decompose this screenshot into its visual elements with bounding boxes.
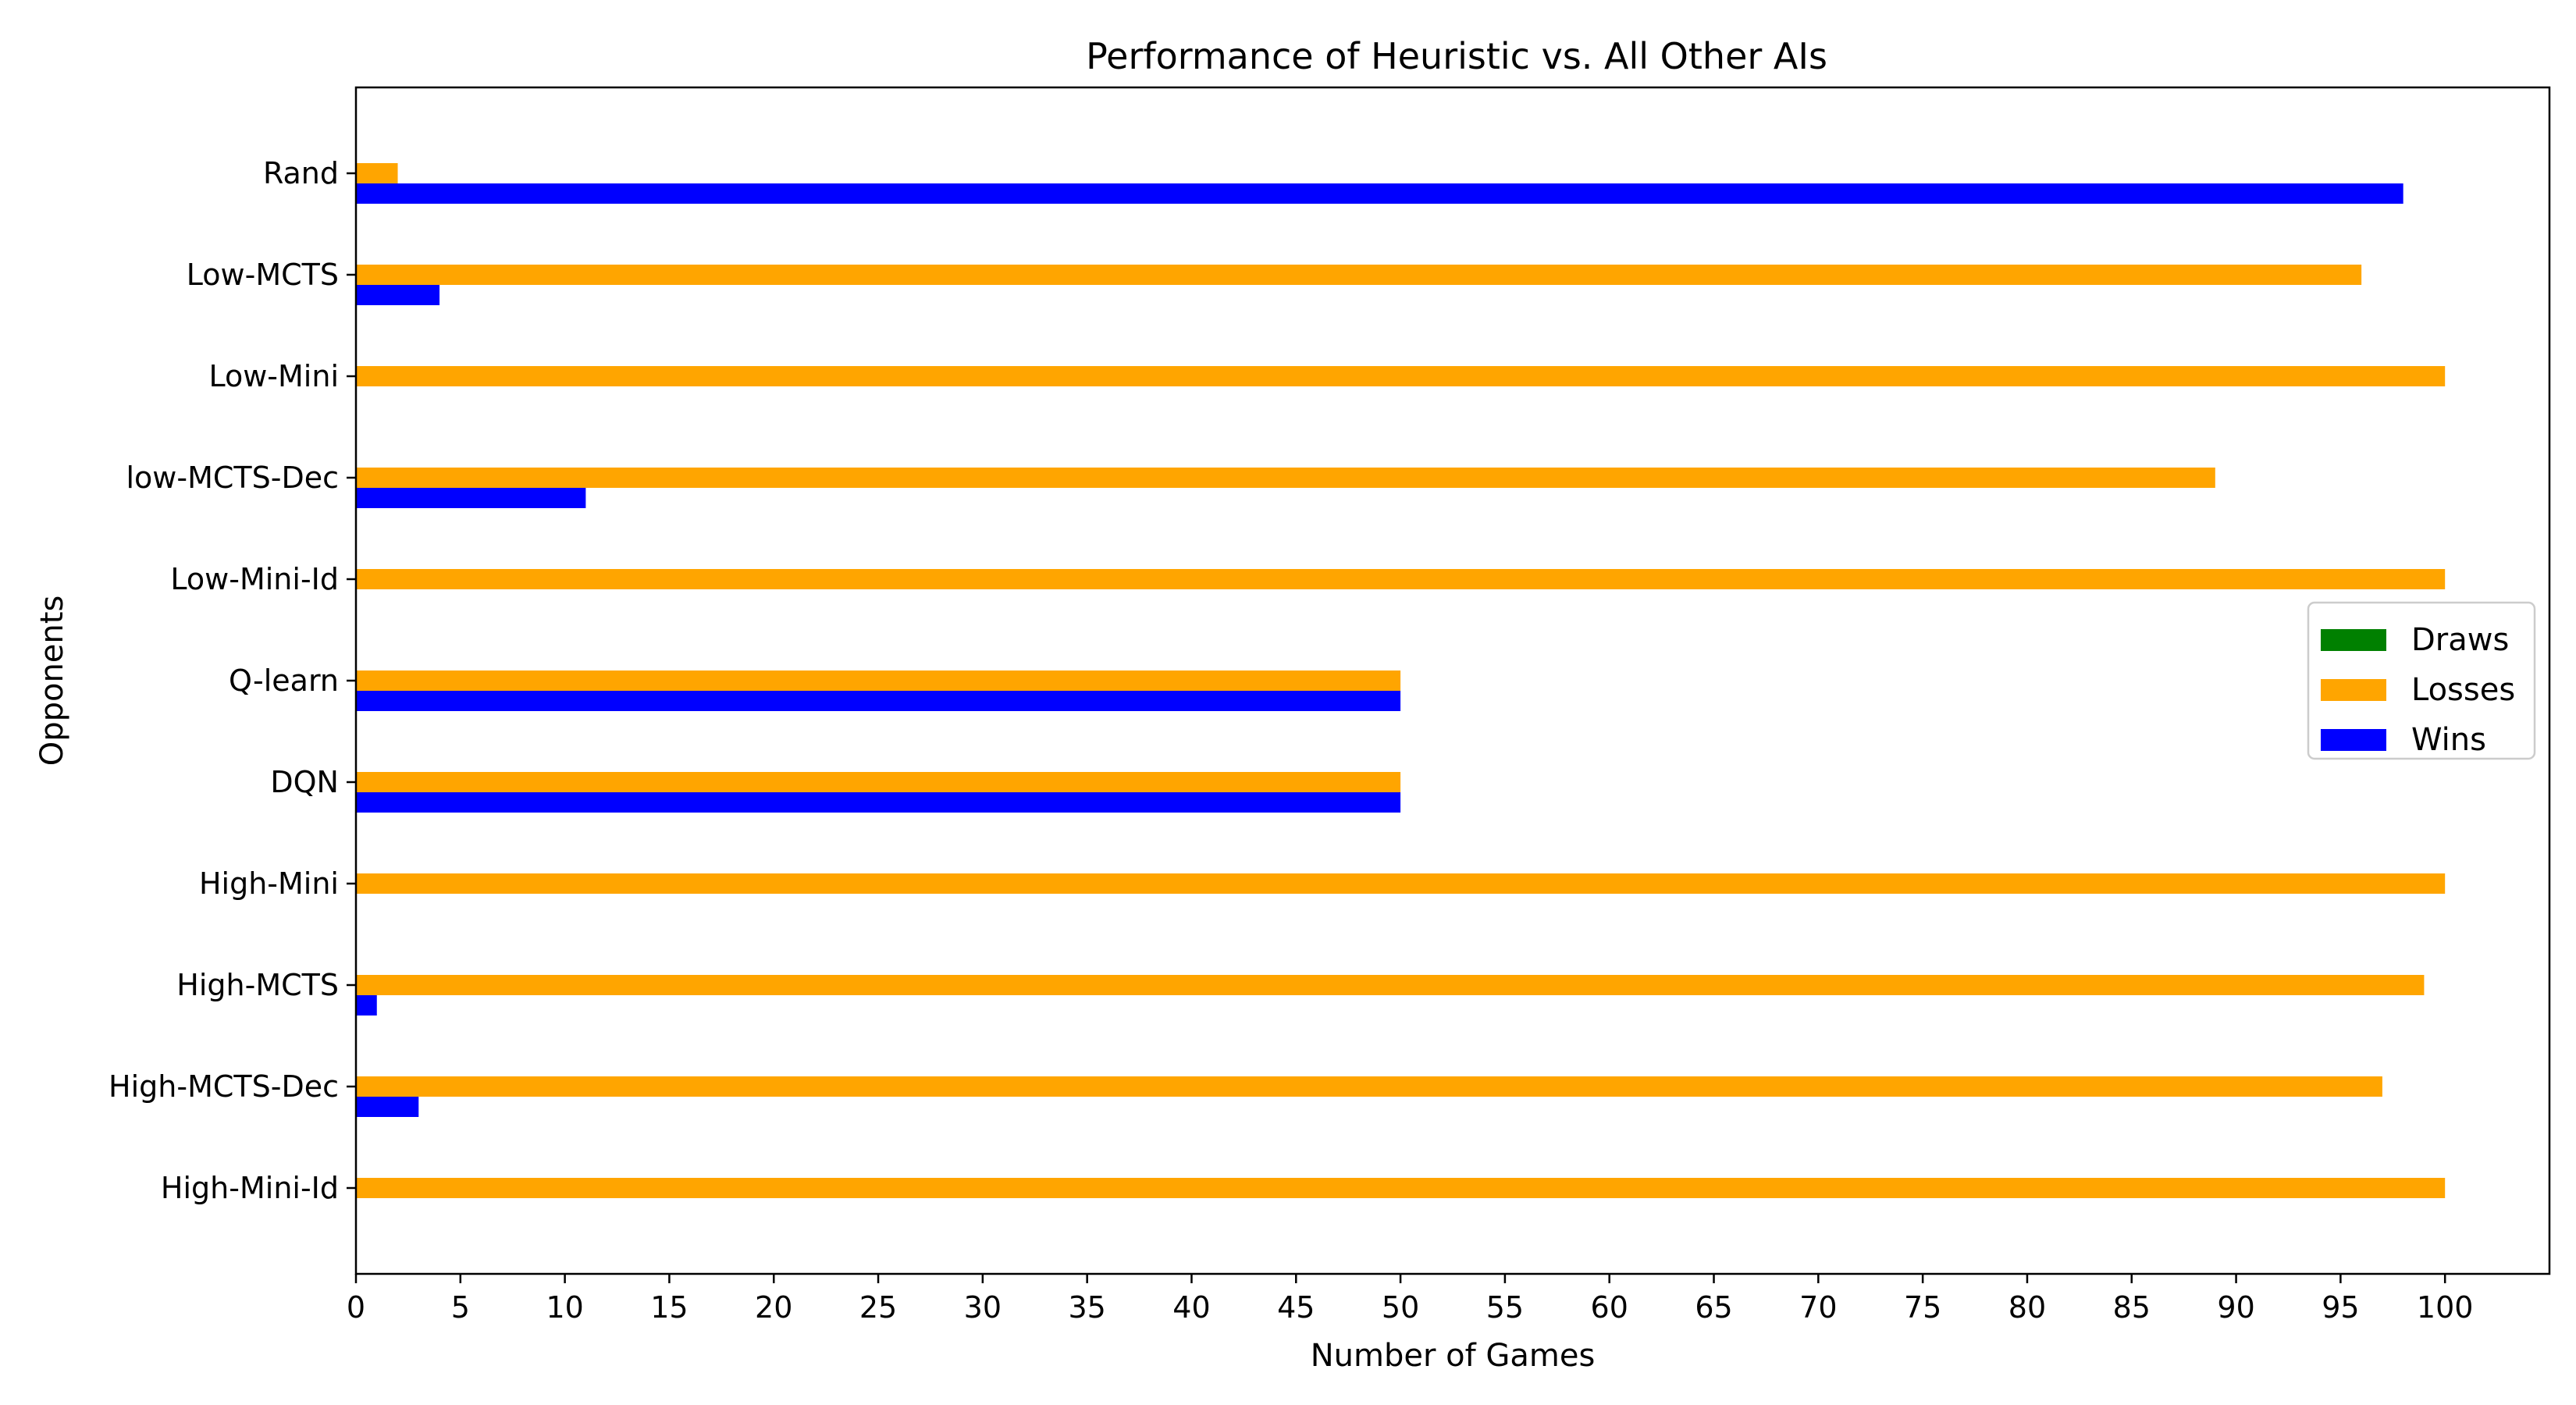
legend-swatch-losses [2321,679,2386,701]
x-tick-label: 25 [859,1290,897,1325]
x-tick-label: 80 [2008,1290,2046,1325]
chart-title: Performance of Heuristic vs. All Other A… [1086,35,1827,77]
bar-losses-low-mcts [356,265,2362,285]
x-tick-label: 60 [1591,1290,1628,1325]
legend: Draws Losses Wins [2307,601,2536,760]
bar-wins-low-mcts-dec [356,488,586,508]
y-tick-label: low-MCTS-Dec [126,461,340,495]
y-tick-label: High-MCTS [176,968,339,1002]
x-tick-label: 0 [347,1290,365,1325]
x-axis-label: Number of Games [1311,1338,1596,1374]
bar-losses-high-mcts [356,975,2425,995]
y-tick-label: Low-MCTS [187,258,339,292]
x-tick-label: 55 [1486,1290,1524,1325]
bar-losses-high-mcts-dec [356,1076,2382,1097]
y-tick-label: Low-Mini [208,359,339,393]
bar-losses-q-learn [356,670,1401,691]
bar-wins-rand [356,183,2403,204]
x-tick-label: 40 [1172,1290,1210,1325]
legend-label-wins: Wins [2411,722,2486,758]
y-tick-label: Low-Mini-Id [170,562,339,596]
x-tick-label: 75 [1904,1290,1941,1325]
bar-losses-high-mini [356,873,2446,894]
x-tick-label: 95 [2322,1290,2359,1325]
x-tick-label: 90 [2217,1290,2254,1325]
bar-wins-high-mcts [356,995,377,1016]
y-tick-label: High-Mini-Id [161,1171,339,1205]
bars [356,163,2446,1198]
x-tick-label: 50 [1382,1290,1419,1325]
x-tick-label: 100 [2417,1290,2474,1325]
x-tick-label: 20 [755,1290,792,1325]
x-tick-label: 35 [1068,1290,1105,1325]
x-tick-label: 10 [546,1290,583,1325]
legend-swatch-draws [2321,629,2386,651]
x-tick-label: 70 [1799,1290,1837,1325]
x-tick-label: 30 [964,1290,1002,1325]
x-tick-label: 45 [1277,1290,1315,1325]
bar-losses-low-mini-id [356,569,2446,589]
bar-losses-low-mcts-dec [356,468,2215,488]
legend-label-draws: Draws [2411,622,2509,658]
x-tick-label: 5 [451,1290,470,1325]
y-axis-label: Opponents [34,596,70,767]
bar-losses-rand [356,163,398,183]
bar-wins-dqn [356,792,1401,813]
bar-wins-q-learn [356,691,1401,711]
x-tick-label: 65 [1695,1290,1732,1325]
y-tick-label: High-MCTS-Dec [109,1069,339,1104]
x-tick-label: 15 [650,1290,688,1325]
y-tick-label: Rand [263,156,339,190]
legend-label-losses: Losses [2411,672,2515,708]
bar-losses-low-mini [356,366,2446,386]
x-tick-label: 85 [2113,1290,2151,1325]
y-tick-label: High-Mini [199,866,339,901]
x-axis: 0 5 10 15 20 25 30 35 40 45 50 55 60 65 70 75 80 85 90 95 10… [347,1274,2474,1325]
bar-losses-dqn [356,772,1401,792]
y-axis: Rand Low-MCTS Low-Mini low-MCTS-Dec Low-Mini… [109,156,356,1205]
y-tick-label: DQN [270,765,339,799]
bar-losses-high-mini-id [356,1178,2446,1198]
bar-wins-low-mcts [356,285,440,305]
y-tick-label: Q-learn [229,663,339,698]
bar-wins-high-mcts-dec [356,1097,419,1117]
legend-swatch-wins [2321,729,2386,751]
